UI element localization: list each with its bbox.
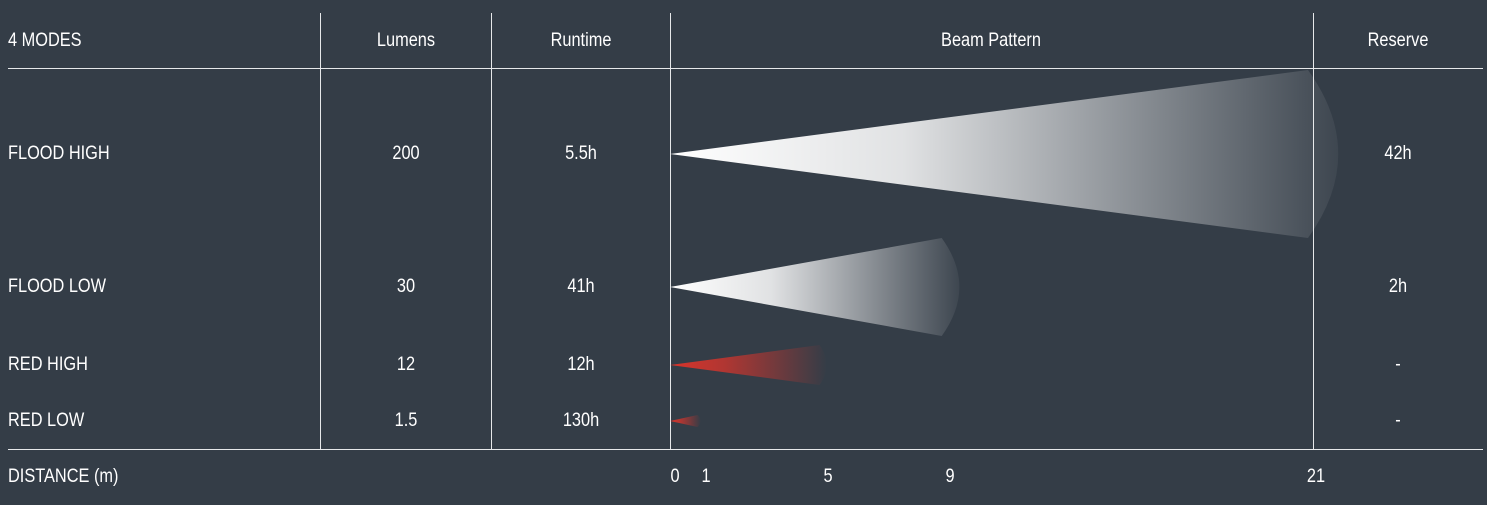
divider-runtime-beam <box>670 13 671 449</box>
header-beam-pattern: Beam Pattern <box>941 30 1041 51</box>
header-reserve: Reserve <box>1367 30 1429 51</box>
runtime-value: 5.5h <box>565 143 597 164</box>
divider-modes-lumens <box>320 13 321 449</box>
runtime-value: 130h <box>562 410 600 431</box>
lumens-value: 30 <box>396 276 416 297</box>
header-lumens: Lumens <box>376 30 436 51</box>
mode-label: FLOOD HIGH <box>8 143 110 164</box>
runtime-value: 41h <box>567 276 595 297</box>
header-runtime: Runtime <box>550 30 612 51</box>
mode-label: FLOOD LOW <box>8 276 107 297</box>
x-axis-label: DISTANCE (m) <box>8 466 119 487</box>
runtime-value: 12h <box>567 354 595 375</box>
mode-label: RED LOW <box>8 410 85 431</box>
x-tick-label: 21 <box>1306 466 1326 487</box>
reserve-value: - <box>1395 410 1401 431</box>
divider-lumens-runtime <box>491 13 492 449</box>
lumens-value: 1.5 <box>394 410 418 431</box>
lumens-value: 12 <box>396 354 416 375</box>
beam-red-low <box>670 415 701 427</box>
reserve-value: - <box>1395 354 1401 375</box>
beam-flood-high <box>670 70 1339 238</box>
x-tick-label: 1 <box>700 466 711 487</box>
mode-label: RED HIGH <box>8 354 88 375</box>
x-tick-label: 9 <box>945 466 955 487</box>
footer-divider <box>8 449 1483 450</box>
lumens-value: 200 <box>392 143 420 164</box>
reserve-value: 42h <box>1384 143 1412 164</box>
beam-red-high <box>670 345 827 385</box>
header-modes: 4 MODES <box>8 30 82 51</box>
beam-flood-low <box>670 238 960 336</box>
reserve-value: 2h <box>1388 276 1408 297</box>
header-divider <box>8 68 1483 69</box>
divider-beam-reserve <box>1313 13 1314 449</box>
x-tick-label: 0 <box>670 466 680 487</box>
x-tick-label: 5 <box>823 466 833 487</box>
